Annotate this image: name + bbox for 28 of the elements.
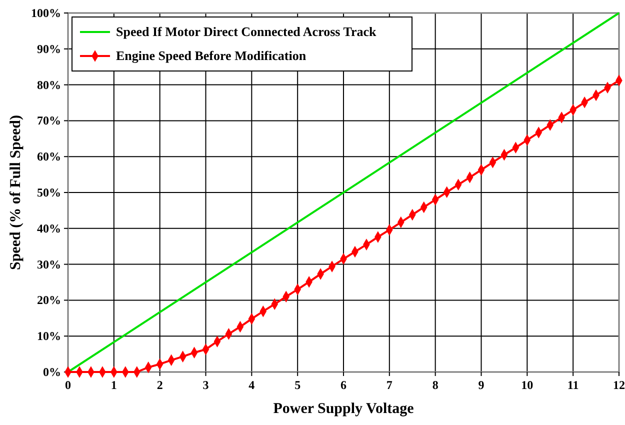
x-tick-label: 12: [613, 378, 625, 392]
x-tick-label: 10: [521, 378, 534, 392]
y-tick-label: 0%: [43, 365, 61, 379]
legend-label: Engine Speed Before Modification: [116, 48, 307, 63]
x-tick-label: 2: [156, 378, 163, 392]
y-tick-label: 30%: [37, 257, 61, 272]
y-tick-label: 20%: [37, 293, 61, 308]
x-tick-label: 8: [432, 378, 438, 392]
y-tick-label: 100%: [31, 6, 61, 20]
y-tick-label: 50%: [37, 186, 61, 200]
x-tick-label: 6: [340, 378, 346, 392]
x-tick-label: 5: [294, 378, 301, 392]
y-tick-label: 40%: [37, 221, 61, 236]
y-tick-label: 10%: [37, 329, 61, 344]
x-tick-label: 0: [65, 378, 71, 392]
y-tick-label: 70%: [37, 114, 61, 128]
x-axis-title: Power Supply Voltage: [273, 401, 414, 417]
x-tick-label: 1: [110, 378, 117, 392]
legend-label: Speed If Motor Direct Connected Across Track: [116, 24, 377, 39]
y-axis-title: Speed (% of Full Speed): [8, 114, 24, 270]
y-tick-label: 60%: [37, 150, 61, 164]
x-tick-label: 4: [248, 378, 255, 392]
x-tick-label: 3: [202, 378, 209, 392]
x-tick-label: 7: [386, 378, 392, 392]
x-tick-label: 9: [478, 378, 484, 392]
y-tick-label: 80%: [37, 78, 61, 92]
x-tick-label: 11: [567, 378, 579, 392]
y-tick-label: 90%: [37, 42, 61, 56]
